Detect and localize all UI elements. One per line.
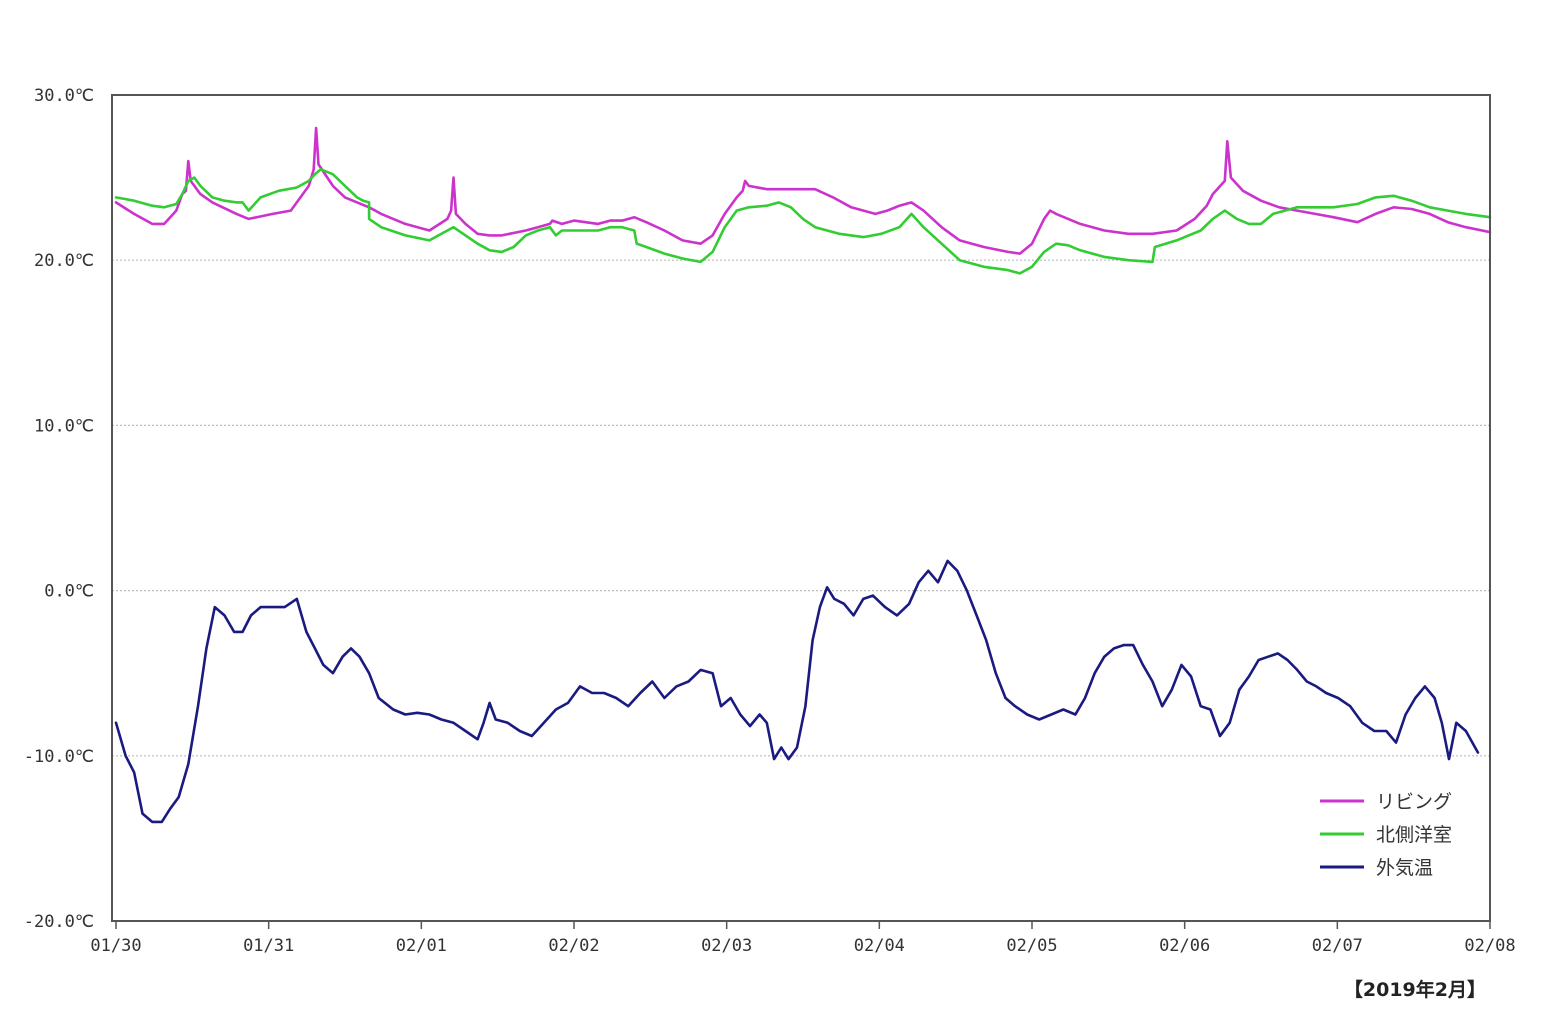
legend-label: 外気温: [1376, 857, 1433, 879]
series-lines: [114, 126, 1492, 824]
y-tick-label: 0.0℃: [44, 582, 94, 602]
x-tick-label: 01/30: [90, 936, 141, 956]
x-tick-label: 02/08: [1464, 936, 1515, 956]
y-tick-label: 30.0℃: [34, 86, 94, 106]
legend-label: 北側洋室: [1376, 824, 1452, 846]
x-tick-label: 02/05: [1006, 936, 1057, 956]
grid-lines: [112, 259, 1490, 757]
x-tick-label: 02/06: [1159, 936, 1210, 956]
x-tick-label: 02/03: [701, 936, 752, 956]
x-tick-label: 01/31: [243, 936, 294, 956]
period-label: 【2019年2月】: [1343, 979, 1486, 1001]
y-tick-label: 10.0℃: [34, 416, 94, 436]
plot-frame: [111, 94, 1491, 922]
y-tick-label: -10.0℃: [24, 747, 94, 767]
x-axis-ticks: 01/30 01/31 02/01 02/02 02/03 02/04 02/05 02/06…: [90, 921, 1516, 956]
series-line-1: [114, 168, 1492, 275]
x-tick-label: 02/04: [854, 936, 905, 956]
y-tick-label: -20.0℃: [24, 912, 94, 932]
legend-label: リビング: [1376, 791, 1452, 813]
x-tick-label: 02/07: [1312, 936, 1363, 956]
x-tick-label: 02/02: [548, 936, 599, 956]
series-line-2: [114, 559, 1480, 824]
y-axis-ticks: 30.0℃ 20.0℃ 10.0℃ 0.0℃ -10.0℃ -20.0℃: [24, 86, 94, 932]
series-line-0: [114, 126, 1492, 255]
y-tick-label: 20.0℃: [34, 251, 94, 271]
x-tick-label: 02/01: [396, 936, 447, 956]
